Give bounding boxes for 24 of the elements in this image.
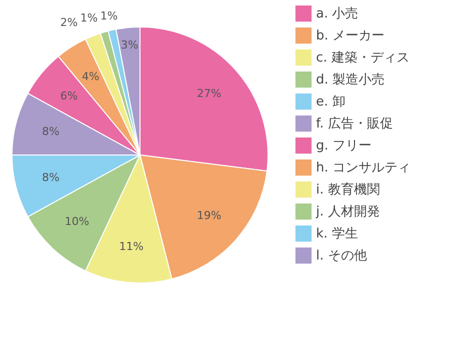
data-label: 27% [196, 87, 222, 100]
data-label: 4% [82, 70, 100, 84]
legend-label: h. コンサルティ [316, 160, 411, 176]
legend-label: i. 教育機関 [316, 182, 380, 198]
legend-label: g. フリー [316, 138, 372, 154]
legend-label: a. 小売 [316, 6, 358, 22]
legend-label: l. その他 [316, 248, 367, 264]
legend-label: j. 人材開発 [315, 204, 380, 220]
data-label: 6% [60, 89, 78, 102]
legend-label: e. 卸 [316, 94, 346, 110]
data-label: 3% [120, 38, 138, 52]
data-label: 19% [196, 208, 222, 222]
legend-label: c. 建築・ディス [316, 50, 410, 66]
legend-label: b. メーカー [316, 28, 385, 44]
data-label: 10% [64, 215, 90, 228]
data-label: 2% [60, 16, 78, 29]
data-label: 1% [80, 12, 98, 25]
legend-label: f. 広告・販促 [316, 116, 393, 132]
data-label: 11% [119, 240, 144, 253]
data-label: 1% [100, 9, 118, 22]
legend-label: d. 製造小売 [316, 72, 385, 88]
data-label: 8% [42, 125, 60, 138]
data-label: 8% [42, 170, 60, 184]
legend-label: k. 学生 [316, 226, 358, 242]
